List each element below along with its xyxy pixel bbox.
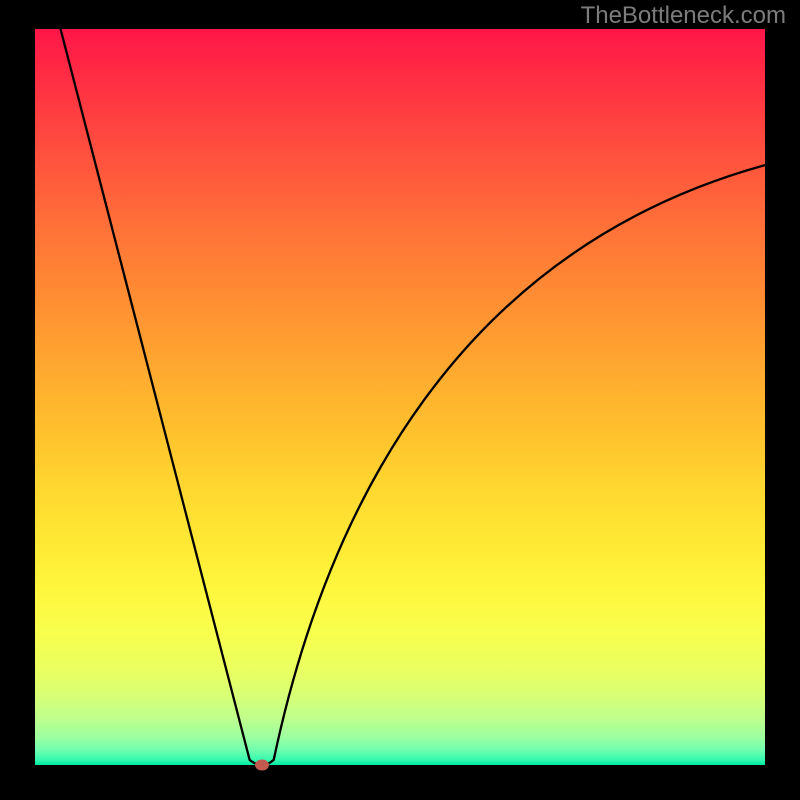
watermark-text: TheBottleneck.com — [581, 2, 786, 30]
plot-background — [35, 29, 765, 765]
bottleneck-chart — [0, 0, 800, 800]
optimum-marker — [255, 760, 269, 771]
